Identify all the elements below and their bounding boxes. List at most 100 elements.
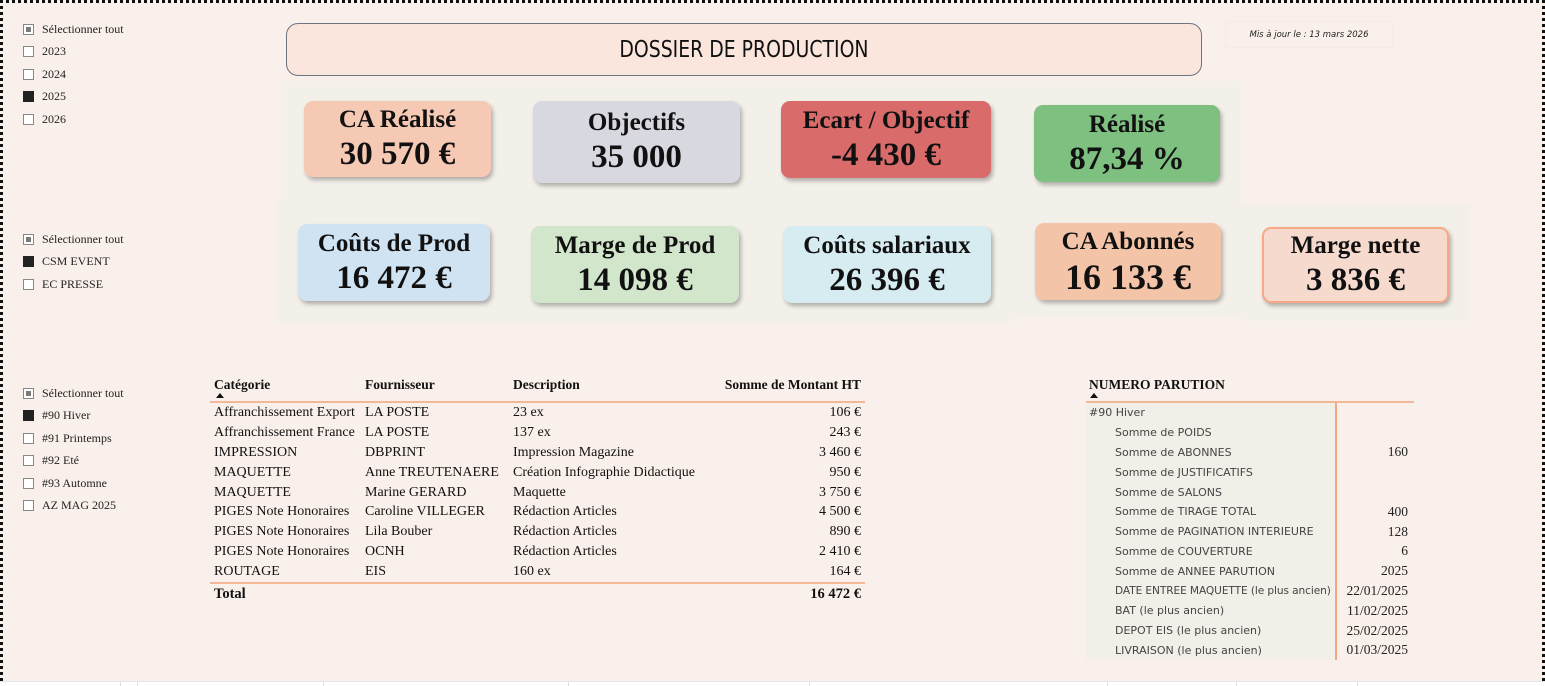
kpi-value: 87,34 % [1069, 140, 1185, 177]
cell-description: Maquette [513, 484, 566, 500]
divider [1357, 682, 1358, 686]
kpi-ecart-objectif: Ecart / Objectif -4 430 € [781, 101, 991, 178]
column-header-description[interactable]: Description [513, 377, 580, 392]
cell-description: Rédaction Articles [513, 544, 617, 560]
table-row: PIGES Note Honoraires OCNH Rédaction Artic… [210, 542, 865, 562]
company-select-all[interactable]: Sélectionner tout [23, 228, 124, 251]
table-row: Affranchissement France LA POSTE 137 ex 243… [210, 423, 865, 443]
matrix-value [1337, 403, 1414, 423]
matrix-value: 11/02/2025 [1346, 602, 1408, 618]
table-row: IMPRESSION DBPRINT Impression Magazine 3 46… [210, 443, 865, 463]
slicer-label: #92 Eté [42, 453, 79, 468]
issue-92-ete[interactable]: #92 Eté [23, 450, 124, 473]
cell-montant: 106 € [829, 404, 862, 420]
checkbox-icon[interactable] [23, 500, 34, 512]
column-header-montant[interactable]: Somme de Montant HT [724, 377, 861, 392]
costs-table: Catégorie Fournisseur Description Somme … [210, 373, 865, 604]
checkbox-icon[interactable] [23, 113, 34, 125]
cell-description: Rédaction Articles [513, 524, 617, 540]
page-title: DOSSIER DE PRODUCTION [619, 36, 869, 63]
cell-categorie: PIGES Note Honoraires [214, 504, 350, 520]
sort-ascending-icon[interactable] [216, 393, 224, 398]
kpi-marge-nette: Marge nette 3 836 € [1262, 227, 1449, 303]
cell-fournisseur: LA POSTE [365, 424, 430, 440]
cell-categorie: MAQUETTE [214, 484, 291, 500]
cell-fournisseur: Anne TREUTENAERE [365, 464, 499, 480]
matrix-row-label: DATE ENTREE MAQUETTE (le plus ancien) [1115, 585, 1331, 598]
year-select-all[interactable]: Sélectionner tout [23, 18, 124, 41]
matrix-header[interactable]: NUMERO PARUTION [1086, 373, 1414, 403]
issue-select-all[interactable]: Sélectionner tout [23, 382, 124, 405]
sort-ascending-icon[interactable] [1090, 393, 1098, 398]
checkbox-icon[interactable] [23, 46, 34, 58]
matrix-row-label: Somme de SALONS [1115, 485, 1222, 499]
year-2024[interactable]: 2024 [23, 63, 124, 86]
checkbox-icon[interactable] [23, 432, 34, 444]
cell-montant: 164 € [829, 564, 862, 580]
matrix-value [1337, 462, 1414, 482]
issue-93-automne[interactable]: #93 Automne [23, 472, 124, 495]
year-2025[interactable]: 2025 [23, 86, 124, 109]
slicer-label: #93 Automne [42, 475, 107, 490]
cell-fournisseur: Lila Bouber [365, 524, 433, 540]
matrix-value: 01/03/2025 [1346, 642, 1408, 658]
slicer-label: #90 Hiver [42, 408, 91, 423]
total-label: Total [214, 585, 246, 602]
slicer-label: AZ MAG 2025 [42, 498, 116, 513]
table-row: MAQUETTE Marine GERARD Maquette 3 750 € [210, 483, 865, 503]
kpi-value: 16 472 € [336, 259, 452, 296]
kpi-value: 26 396 € [829, 261, 945, 298]
checkbox-checked-icon[interactable] [23, 91, 34, 103]
checkbox-partial-icon[interactable] [23, 387, 34, 399]
kpi-realise-pct: Réalisé 87,34 % [1034, 105, 1220, 182]
matrix-row-label: Somme de ANNEE PARUTION [1115, 564, 1276, 578]
issue-90-hiver[interactable]: #90 Hiver [23, 405, 124, 428]
matrix-values: 160 400 128 6 2025 22/01/2025 11/02/2025… [1337, 403, 1414, 660]
cell-description: 160 ex [513, 564, 551, 580]
checkbox-icon[interactable] [23, 455, 34, 467]
page-tab-strip [0, 681, 1545, 686]
divider [323, 682, 324, 686]
kpi-value: 14 098 € [577, 261, 693, 298]
cell-fournisseur: LA POSTE [365, 404, 430, 420]
matrix-group-label[interactable]: #90 Hiver [1089, 406, 1145, 420]
column-header-categorie[interactable]: Catégorie [214, 377, 271, 392]
checkbox-icon[interactable] [23, 68, 34, 80]
company-ec-presse[interactable]: EC PRESSE [23, 273, 124, 296]
table-row: PIGES Note Honoraires Lila Bouber Rédactio… [210, 522, 865, 542]
checkbox-partial-icon[interactable] [23, 233, 34, 245]
company-csm-event[interactable]: CSM EVENT [23, 251, 124, 274]
issue-az-mag-2025[interactable]: AZ MAG 2025 [23, 495, 124, 518]
matrix-row-label: BAT (le plus ancien) [1115, 604, 1225, 618]
cell-categorie: Affranchissement France [214, 424, 355, 440]
checkbox-icon[interactable] [23, 477, 34, 489]
checkbox-icon[interactable] [23, 278, 34, 290]
checkbox-checked-icon[interactable] [23, 410, 34, 422]
slicer-label: 2026 [42, 111, 66, 126]
kpi-value: 3 836 € [1306, 262, 1405, 298]
cell-montant: 950 € [829, 464, 862, 480]
table-row: ROUTAGE EIS 160 ex 164 € [210, 562, 865, 582]
checkbox-partial-icon[interactable] [23, 23, 34, 35]
matrix-row-label: Somme de TIRAGE TOTAL [1115, 505, 1257, 519]
checkbox-checked-icon[interactable] [23, 256, 34, 268]
company-slicer: Sélectionner tout CSM EVENT EC PRESSE [23, 228, 124, 296]
slicer-label: 2024 [42, 66, 66, 81]
cell-description: 23 ex [513, 404, 544, 420]
kpi-label: CA Réalisé [338, 106, 457, 133]
divider [568, 682, 569, 686]
matrix-value [1337, 482, 1414, 502]
year-slicer: Sélectionner tout 2023 2024 2025 2026 [23, 18, 124, 131]
matrix-row-label: Somme de ABONNES [1115, 445, 1232, 459]
year-2023[interactable]: 2023 [23, 41, 124, 64]
matrix-row-labels: #90 Hiver Somme de POIDS Somme de ABONNE… [1086, 403, 1337, 661]
matrix-value: 6 [1401, 543, 1408, 559]
divider [120, 682, 121, 686]
table-header: Catégorie Fournisseur Description Somme … [210, 373, 865, 403]
year-2026[interactable]: 2026 [23, 108, 124, 131]
matrix-header-label: NUMERO PARUTION [1089, 377, 1225, 392]
issue-91-printemps[interactable]: #91 Printemps [23, 427, 124, 450]
kpi-label: Réalisé [1088, 110, 1166, 138]
column-header-fournisseur[interactable]: Fournisseur [365, 377, 435, 392]
